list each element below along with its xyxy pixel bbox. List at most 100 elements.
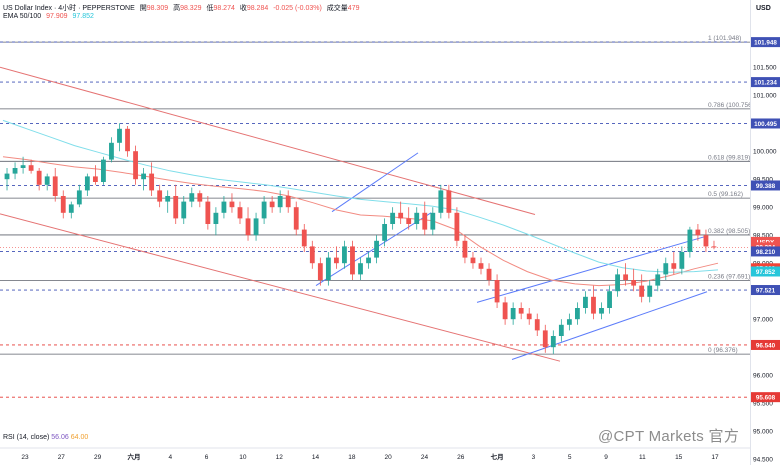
price-tag-text: 97.852	[756, 269, 776, 276]
symbol-title[interactable]: US Dollar Index · 4小时 · PEPPERSTONE	[3, 5, 135, 12]
candle-body	[566, 319, 572, 325]
candle	[309, 240, 315, 269]
candle	[68, 201, 74, 219]
y-tick-label: 99.000	[753, 205, 773, 212]
rsi-label: RSI (14, close)	[3, 434, 50, 441]
candle-body	[454, 212, 460, 241]
candle	[374, 235, 379, 264]
price-chart[interactable]: 1 (101.948) 0.786 (100.756) 0.618 (99.819)…	[0, 0, 750, 465]
price-tag-text: 100.495	[754, 121, 777, 128]
candle-body	[293, 207, 299, 230]
candle-body	[84, 176, 90, 191]
candle-body	[350, 246, 355, 275]
candle-body	[245, 218, 251, 236]
candle-body	[165, 196, 171, 202]
candle-body	[542, 330, 548, 348]
x-tick-label: 11	[639, 454, 646, 461]
candle-body	[109, 142, 114, 160]
candle	[342, 240, 347, 269]
candle-body	[430, 212, 436, 230]
candle	[558, 319, 564, 342]
candle	[189, 187, 195, 208]
candle	[406, 207, 412, 230]
price-axis[interactable]: 101.500101.000100.500100.00099.50099.000…	[750, 0, 781, 465]
candle-body	[157, 190, 163, 202]
x-tick-label: 六月	[127, 452, 140, 461]
candle-body	[398, 212, 404, 219]
candle	[430, 207, 436, 236]
candle	[566, 313, 572, 331]
candle-body	[133, 151, 138, 180]
candle	[109, 137, 114, 163]
candle	[470, 252, 476, 269]
candle	[141, 168, 146, 191]
candle-body	[44, 176, 50, 185]
candle	[526, 308, 532, 325]
candle-body	[197, 193, 203, 202]
price-tag-text: 96.540	[756, 342, 776, 349]
candle-body	[647, 285, 653, 297]
current-price-tag: 98.210	[751, 246, 780, 257]
candle	[293, 201, 299, 236]
fib-level-label: 0.618 (99.819)	[708, 154, 750, 161]
x-tick-label: 20	[385, 454, 393, 461]
price-tag-box	[751, 77, 780, 88]
price-tag-text: 99.388	[756, 183, 776, 190]
candle	[502, 296, 508, 325]
candle	[663, 257, 669, 280]
candle-body	[317, 263, 323, 280]
candle-body	[261, 201, 267, 219]
candle-body	[68, 204, 74, 213]
candle	[599, 302, 604, 320]
candle-body	[478, 263, 484, 269]
price-tag-box	[751, 339, 780, 350]
x-tick-label: 5	[568, 454, 572, 461]
candle-body	[366, 257, 371, 264]
candle	[422, 201, 428, 236]
candlestick-series	[4, 123, 717, 354]
rsi-legend[interactable]: RSI (14, close) 56.06 64.00	[3, 434, 88, 441]
candle	[101, 156, 106, 185]
candle	[229, 193, 235, 213]
ema100-line	[2, 119, 719, 273]
candle-body	[52, 176, 58, 196]
candle	[510, 302, 516, 325]
volume: 成交量479	[326, 5, 360, 12]
y-tick-label: 95.500	[753, 401, 773, 408]
trendline-drawings[interactable]	[0, 66, 708, 362]
candle	[350, 240, 355, 280]
ohlc-close: 收98.284	[239, 5, 269, 12]
x-tick-label: 18	[348, 454, 356, 461]
candle	[703, 229, 709, 252]
candle-body	[687, 229, 693, 252]
ema-legend[interactable]: EMA 50/100 97.909 97.852	[3, 13, 97, 20]
level-price-tag: 96.540	[751, 339, 780, 350]
x-tick-label: 3	[532, 454, 536, 461]
candle	[20, 156, 26, 174]
ohlc-low: 低98.274	[206, 5, 235, 12]
price-tag-box	[751, 246, 780, 257]
candle-body	[205, 201, 211, 224]
x-tick-label: 七月	[491, 452, 504, 461]
rising-channel-a-lower	[315, 212, 432, 287]
y-tick-label: 96.000	[753, 373, 773, 380]
descending-channel-upper	[0, 66, 536, 215]
price-tag-box	[751, 392, 780, 403]
candle	[583, 291, 588, 314]
candle	[679, 246, 685, 275]
candle	[462, 235, 468, 264]
candle-body	[181, 201, 187, 219]
x-tick-label: 26	[457, 454, 465, 461]
fib-level-label: 0 (96.376)	[708, 347, 738, 354]
candle	[253, 212, 259, 241]
y-tick-label: 100.000	[753, 149, 777, 156]
candle-body	[374, 240, 379, 258]
candle-body	[12, 168, 18, 174]
candle-body	[558, 324, 564, 336]
candle-body	[4, 173, 10, 180]
candle-body	[28, 165, 34, 171]
candle-body	[679, 252, 685, 269]
rsi-value-2: 64.00	[70, 434, 89, 441]
candle	[44, 173, 50, 191]
candle-body	[229, 201, 235, 208]
